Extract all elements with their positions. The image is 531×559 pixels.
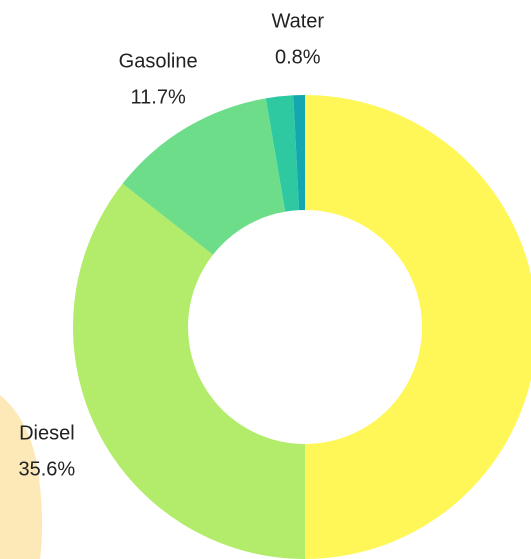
background-shape [0, 395, 43, 559]
slice-label: Water [271, 10, 324, 32]
slice [122, 98, 286, 255]
slice [73, 183, 305, 559]
donut [73, 95, 531, 559]
slice [305, 95, 531, 559]
slice-value-label: 11.7% [131, 87, 186, 109]
slice-label: Diesel [19, 423, 75, 445]
slice-label: Gasoline [119, 51, 198, 73]
slice [265, 95, 300, 212]
slice [293, 95, 305, 211]
slice-value-label: 35.6% [19, 459, 76, 481]
slice-value-label: 0.8% [275, 46, 321, 68]
